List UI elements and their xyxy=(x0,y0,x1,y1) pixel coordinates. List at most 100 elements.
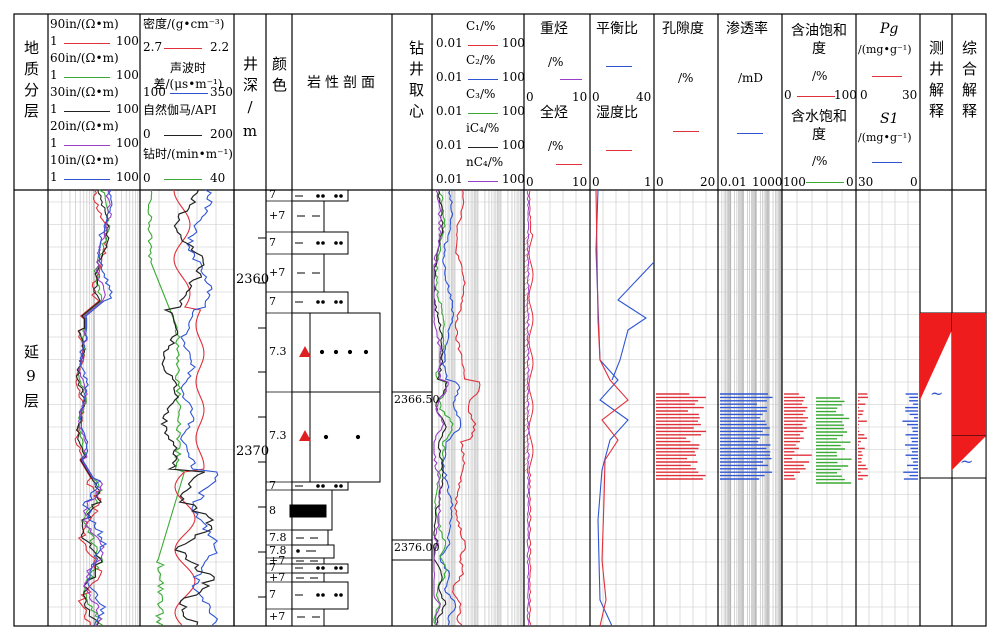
wetness-ratio-legend-line xyxy=(606,150,632,151)
acoustic-scale-min: 0 xyxy=(143,128,151,140)
s1-min: 30 xyxy=(858,176,873,188)
resistivity-scale-max: 100 xyxy=(116,35,139,47)
s1-title: S1 xyxy=(880,112,899,126)
resistivity-scale-min: 1 xyxy=(50,69,58,81)
heavy-hc-title: 重烃 xyxy=(540,22,568,36)
acoustic-scale-max: 2.2 xyxy=(210,41,229,53)
oil-saturation-max: 100 xyxy=(834,89,857,101)
pg-legend-line xyxy=(872,76,902,77)
gas-scale-max: 100 xyxy=(502,37,525,49)
gas-scale-min: 0.01 xyxy=(436,173,463,185)
balance-ratio-max: 40 xyxy=(636,91,651,103)
depth-header: 井深/m xyxy=(239,56,261,146)
s1-unit: /(mg•g⁻¹) xyxy=(858,132,912,143)
acoustic-scale-min: 0 xyxy=(143,172,151,184)
gas-scale-min: 0.01 xyxy=(436,139,463,151)
log-interp-header: 测井解释 xyxy=(925,40,947,124)
resistivity-scale-min: 1 xyxy=(50,137,58,149)
permeability-min: 0.01 xyxy=(720,176,747,188)
acoustic-scale-max: 350 xyxy=(210,86,233,98)
pg-title: Pg xyxy=(880,22,898,36)
gas-scale-max: 100 xyxy=(502,71,525,83)
pg-max: 30 xyxy=(902,89,917,101)
color-code-label: 7 xyxy=(269,296,276,307)
gas-scale-max: 100 xyxy=(502,173,525,185)
water-saturation-legend-line xyxy=(806,182,844,183)
color-code-label: 7.8 xyxy=(269,532,287,543)
permeability-unit: /mD xyxy=(738,72,763,84)
porosity-min: 0 xyxy=(656,176,664,188)
resistivity-legend-line xyxy=(64,179,110,180)
depth-ticks xyxy=(258,238,266,597)
resistivity-legend-line xyxy=(64,77,110,78)
color-code-label: 8 xyxy=(269,505,276,516)
coal-bed xyxy=(290,505,326,517)
gas-curve-name: iC₄/% xyxy=(466,122,499,134)
color-code-label: 7 xyxy=(269,237,276,248)
total-hc-min: 0 xyxy=(526,176,534,188)
core-analysis-bars xyxy=(656,394,918,483)
color-code-label: +7 xyxy=(269,611,285,622)
resistivity-legend-line xyxy=(64,111,110,112)
color-code-label: 7.3 xyxy=(269,430,287,441)
formation-label: 延9层 xyxy=(20,344,42,416)
total-hc-max: 10 xyxy=(572,176,587,188)
depth-label-2370: 2370 xyxy=(236,445,269,458)
heavy-hc-max: 10 xyxy=(572,91,587,103)
permeability-title: 渗透率 xyxy=(726,22,768,36)
resistivity-curve-name: 10in/(Ω•m) xyxy=(50,154,119,166)
porosity-title: 孔隙度 xyxy=(662,22,704,36)
acoustic-legend-line xyxy=(170,93,208,94)
s1-legend-line xyxy=(872,162,902,163)
geo-layer-header: 地质分层 xyxy=(20,40,42,124)
core-intervals xyxy=(392,392,432,560)
comp-interp-header: 综合解释 xyxy=(958,40,980,124)
gas-legend-line xyxy=(468,113,498,114)
wetness-ratio-max: 1 xyxy=(644,176,652,188)
water-saturation-min: 100 xyxy=(783,176,806,188)
acoustic-curve-name: 自然伽马/API xyxy=(143,104,217,116)
resistivity-scale-max: 100 xyxy=(116,69,139,81)
resistivity-curve-name: 20in/(Ω•m) xyxy=(50,120,119,132)
gas-scale-min: 0.01 xyxy=(436,37,463,49)
heavy-hc-unit: /% xyxy=(548,56,563,68)
coring-header: 钻井取心 xyxy=(397,40,427,124)
gas-legend-line xyxy=(468,45,498,46)
acoustic-curve-name: 密度/(g•cm⁻³) xyxy=(143,18,224,30)
gas-legend-line xyxy=(468,79,498,80)
acoustic-curve-name: 钻时/(min•m⁻¹) xyxy=(143,148,233,160)
porosity-legend-line xyxy=(673,131,699,132)
color-code-label: 7 xyxy=(269,480,276,491)
oil-saturation-min: 0 xyxy=(784,89,792,101)
lithology-header: 岩性剖面 xyxy=(298,70,388,96)
porosity-max: 20 xyxy=(700,176,715,188)
resistivity-curve-name: 60in/(Ω•m) xyxy=(50,52,119,64)
water-symbol-icon: ~ xyxy=(930,386,943,402)
resistivity-scale-max: 100 xyxy=(116,171,139,183)
resistivity-scale-max: 100 xyxy=(116,137,139,149)
acoustic-legend-line xyxy=(164,135,202,136)
resistivity-scale-max: 100 xyxy=(116,103,139,115)
heavy-hc-legend-line xyxy=(560,79,582,80)
total-hc-title: 全烃 xyxy=(540,106,568,120)
core-depth-top: 2366.50 xyxy=(394,394,440,405)
permeability-max: 1000 xyxy=(752,176,783,188)
water-saturation-title: 含水饱和度 xyxy=(786,108,852,144)
heavy-hc-min: 0 xyxy=(526,91,534,103)
resistivity-scale-min: 1 xyxy=(50,171,58,183)
pg-min: 0 xyxy=(860,89,868,101)
gas-legend-line xyxy=(468,181,498,182)
acoustic-legend-line xyxy=(164,48,202,49)
total-hc-legend-line xyxy=(556,164,582,165)
water-saturation-unit: /% xyxy=(812,155,827,167)
acoustic-scale-max: 40 xyxy=(210,172,225,184)
gas-curve-name: C₁/% xyxy=(466,20,495,32)
oil-saturation-legend-line xyxy=(797,96,835,97)
acoustic-scale-min: 100 xyxy=(143,86,166,98)
resistivity-legend-line xyxy=(64,145,110,146)
color-code-label: 7 xyxy=(269,189,276,200)
gas-scale-max: 100 xyxy=(502,139,525,151)
resistivity-legend-line xyxy=(64,43,110,44)
permeability-legend-line xyxy=(737,133,763,134)
